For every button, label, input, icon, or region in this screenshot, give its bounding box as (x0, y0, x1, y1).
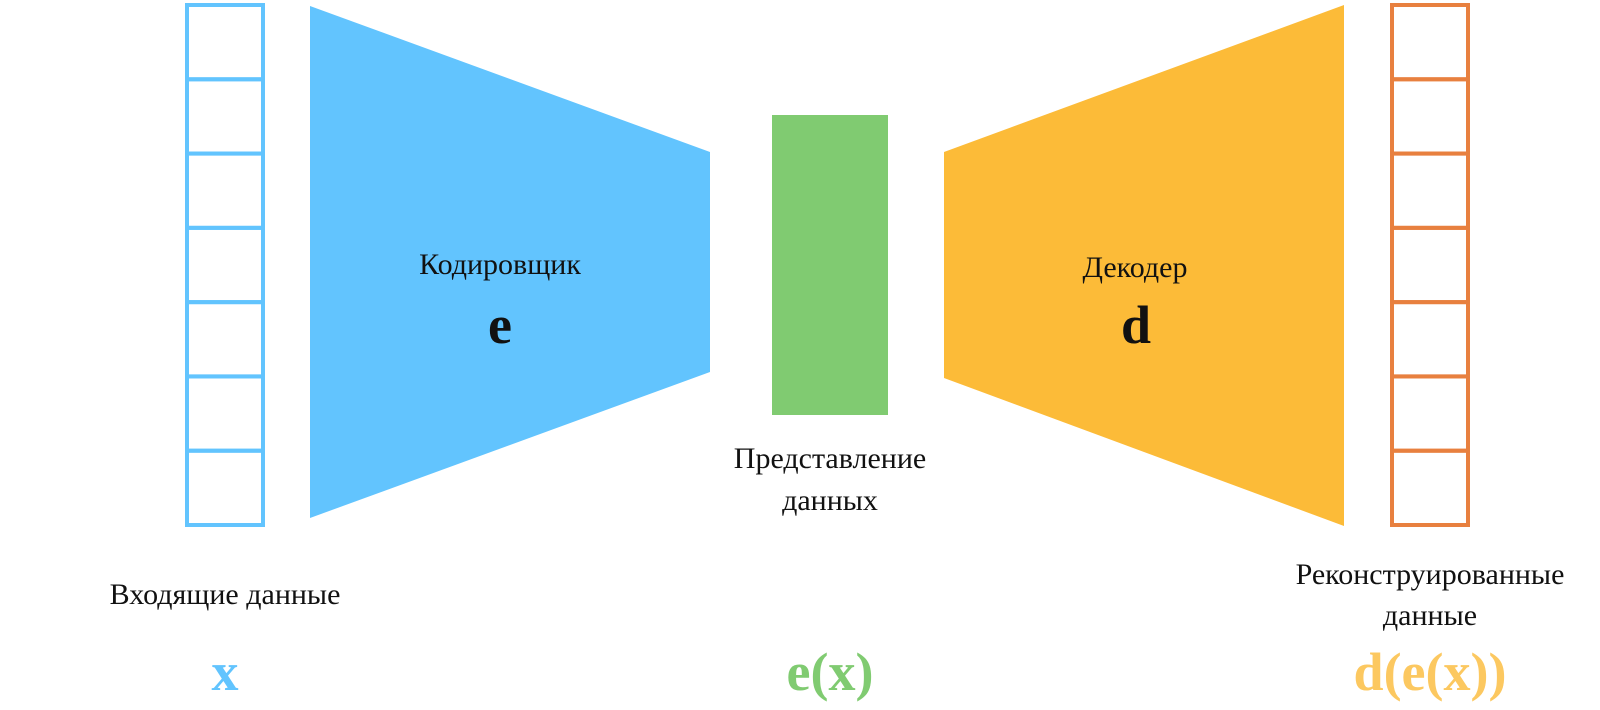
encoder-trapezoid (310, 6, 710, 518)
output-vector-cell (1390, 151, 1470, 230)
input-vector (185, 3, 265, 528)
output-vector-cell (1390, 225, 1470, 305)
encoder-label: Кодировщик (419, 248, 581, 281)
latent-formula: e(x) (787, 642, 874, 702)
latent-label-line1: Представление (734, 442, 926, 475)
output-vector-cell (1390, 448, 1470, 528)
input-vector-cell (185, 225, 265, 305)
output-label-line2: данные (1383, 599, 1477, 632)
input-vector-cell (185, 300, 265, 379)
output-vector-cell (1390, 77, 1470, 156)
decoder-trapezoid (944, 5, 1344, 526)
decoder-label: Декодер (1083, 251, 1188, 284)
input-vector-cell (185, 374, 265, 453)
latent-label-line2: данных (782, 484, 878, 517)
input-vector-cell (185, 448, 265, 528)
encoder-symbol: e (488, 295, 512, 355)
input-vector-cell (185, 77, 265, 156)
input-vector-cell (185, 3, 265, 82)
output-label-line1: Реконструированные (1296, 558, 1565, 591)
output-vector-cell (1390, 300, 1470, 379)
output-vector-cell (1390, 374, 1470, 453)
output-formula: d(e(x)) (1354, 642, 1507, 702)
input-label: Входящие данные (110, 578, 341, 611)
output-vector (1390, 3, 1470, 528)
decoder-symbol: d (1121, 295, 1151, 355)
latent-representation-block (772, 115, 888, 415)
input-formula: x (212, 642, 239, 702)
output-vector-cell (1390, 3, 1470, 82)
input-vector-cell (185, 151, 265, 230)
